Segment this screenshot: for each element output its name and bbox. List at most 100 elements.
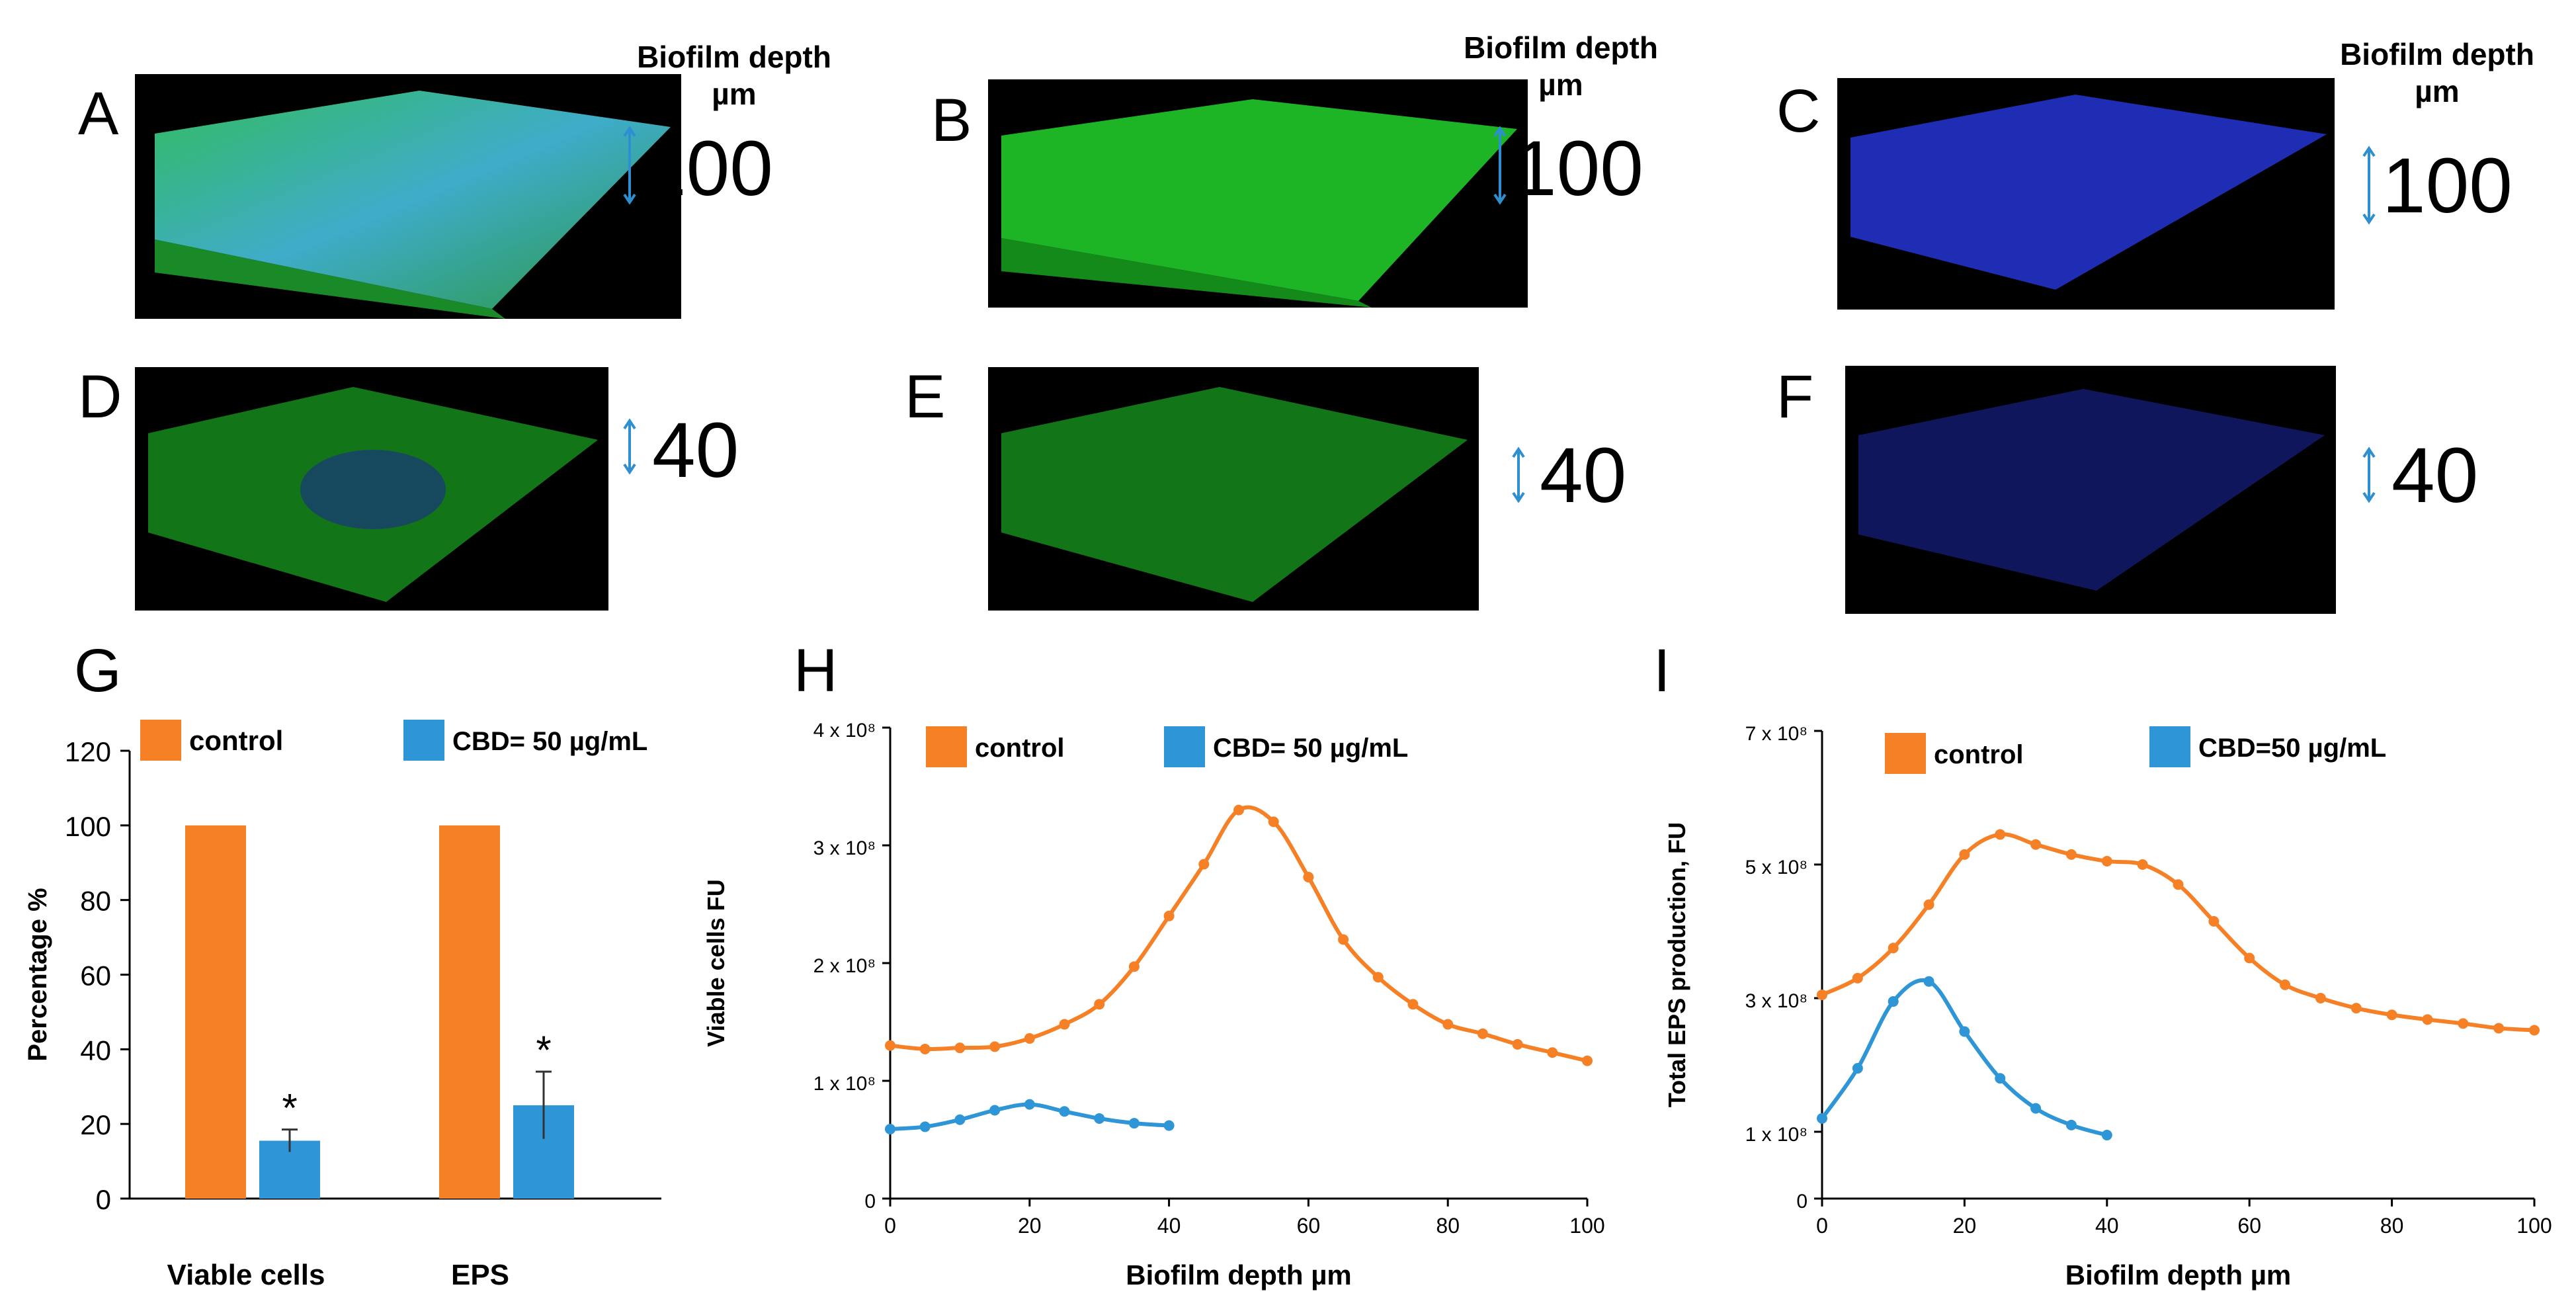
i-line-control (1821, 832, 2535, 1033)
g-category-label-0: Viable cells (167, 1259, 325, 1291)
h-xtick-label-5: 100 (1569, 1214, 1604, 1238)
g-ytick-label-4: 80 (80, 886, 111, 917)
g-bar-control-0 (185, 825, 246, 1199)
image-d (135, 367, 608, 611)
i-point-cbd-2 (1888, 996, 1899, 1007)
i-point-cbd-7 (2065, 1119, 2077, 1130)
i-point-cbd-1 (1852, 1063, 1863, 1074)
i-point-control-15 (2350, 1003, 2362, 1014)
i-ytick-label-1: 1 x 10⁸ (1745, 1124, 1807, 1146)
depth-value-e: 40 (1540, 432, 1627, 519)
h-xtick-label-3: 60 (1297, 1214, 1321, 1238)
h-point-control-10 (1233, 804, 1244, 816)
h-point-control-17 (1477, 1028, 1488, 1039)
i-legend-control-swatch (1885, 733, 1926, 774)
h-point-cbd-2 (954, 1114, 966, 1125)
g-ytick-label-1: 20 (80, 1109, 111, 1140)
h-point-control-4 (1024, 1033, 1035, 1044)
h-point-control-15 (1407, 999, 1419, 1010)
h-legend-control-label: control (975, 734, 1065, 763)
i-point-control-2 (1888, 943, 1899, 954)
image-e (988, 367, 1479, 611)
i-point-cbd-6 (2030, 1103, 2042, 1114)
depth-arrow-e (1512, 446, 1525, 503)
i-point-control-13 (2280, 979, 2291, 990)
g-ytick-label-0: 0 (96, 1184, 111, 1215)
i-point-control-20 (2529, 1025, 2540, 1036)
h-point-cbd-4 (1024, 1099, 1035, 1110)
h-point-cbd-0 (885, 1123, 895, 1134)
image-a (135, 74, 681, 319)
i-xtick-label-1: 20 (1953, 1214, 1977, 1238)
h-point-cbd-7 (1128, 1118, 1140, 1129)
i-point-control-1 (1852, 972, 1863, 984)
h-point-control-12 (1303, 872, 1314, 883)
g-ytick-label-3: 60 (80, 960, 111, 992)
h-xtick-label-0: 0 (884, 1214, 896, 1238)
image-b (988, 79, 1528, 308)
biofilm-render-c (1850, 95, 2327, 290)
h-point-control-16 (1442, 1019, 1454, 1030)
panel-letter-h: H (794, 637, 838, 704)
panel-letter-c: C (1776, 77, 1821, 145)
g-ytick-label-2: 40 (80, 1035, 111, 1066)
h-point-cbd-5 (1059, 1106, 1070, 1117)
depth-header-b-line1: Biofilm depth (1464, 30, 1658, 65)
i-point-control-9 (2137, 859, 2148, 870)
h-ytick-label-1: 1 x 10⁸ (813, 1073, 876, 1095)
h-xtick-label-4: 80 (1436, 1214, 1460, 1238)
g-legend-control-swatch (140, 720, 181, 761)
h-point-cbd-3 (989, 1105, 1001, 1116)
depth-value-a: 100 (643, 125, 773, 212)
g-legend-cbd-swatch (403, 720, 444, 761)
depth-value-f: 40 (2391, 432, 2479, 519)
depth-header-a-line1: Biofilm depth (637, 40, 831, 74)
depth-arrow-d (623, 418, 636, 475)
h-point-control-11 (1268, 816, 1279, 827)
h-point-control-18 (1512, 1038, 1523, 1050)
i-point-control-18 (2458, 1018, 2469, 1029)
depth-value-c: 100 (2382, 142, 2513, 230)
h-point-control-7 (1128, 961, 1140, 972)
i-ytick-label-0: 0 (1796, 1191, 1807, 1212)
h-xlabel: Biofilm depth µm (1126, 1259, 1352, 1291)
i-xtick-label-2: 40 (2095, 1214, 2119, 1238)
i-xtick-label-3: 60 (2237, 1214, 2261, 1238)
h-point-control-6 (1094, 999, 1105, 1010)
i-point-control-6 (2030, 839, 2042, 850)
i-xtick-label-5: 100 (2516, 1214, 2552, 1238)
g-category-label-1: EPS (451, 1259, 509, 1291)
g-legend-cbd-label: CBD= 50 µg/mL (452, 727, 647, 756)
h-ytick-label-0: 0 (864, 1191, 876, 1212)
depth-arrow-f (2362, 446, 2376, 503)
i-point-cbd-8 (2101, 1130, 2112, 1141)
biofilm-render-d (148, 387, 598, 602)
g-ytick-label-6: 120 (65, 736, 111, 767)
h-point-control-9 (1198, 859, 1210, 870)
depth-value-d: 40 (652, 407, 739, 494)
i-point-control-14 (2315, 993, 2326, 1003)
h-point-control-20 (1582, 1055, 1593, 1066)
biofilm-render-e (1001, 387, 1468, 602)
biofilm-render-f (1858, 389, 2325, 591)
i-point-cbd-4 (1959, 1026, 1970, 1037)
h-legend-cbd-swatch (1164, 726, 1205, 767)
depth-header-b: Biofilm depth µm (1422, 29, 1700, 103)
i-xtick-label-4: 80 (2380, 1214, 2404, 1238)
h-point-control-19 (1547, 1047, 1558, 1058)
h-ylabel: Viable cells FU (702, 879, 729, 1046)
h-ytick-label-3: 3 x 10⁸ (813, 837, 876, 859)
panel-letter-d: D (78, 363, 122, 431)
h-line-control (890, 805, 1588, 1063)
i-legend-control-label: control (1934, 740, 2024, 769)
depth-header-a: Biofilm depth µm (595, 38, 873, 112)
g-bar-control-1 (439, 825, 500, 1199)
depth-arrow-b (1493, 126, 1507, 205)
i-point-cbd-0 (1817, 1113, 1827, 1124)
g-legend-control-label: control (189, 725, 283, 756)
g-significance-1: * (536, 1028, 551, 1072)
biofilm-render-a (155, 91, 671, 319)
h-point-control-8 (1163, 910, 1175, 921)
g-significance-0: * (282, 1086, 297, 1130)
